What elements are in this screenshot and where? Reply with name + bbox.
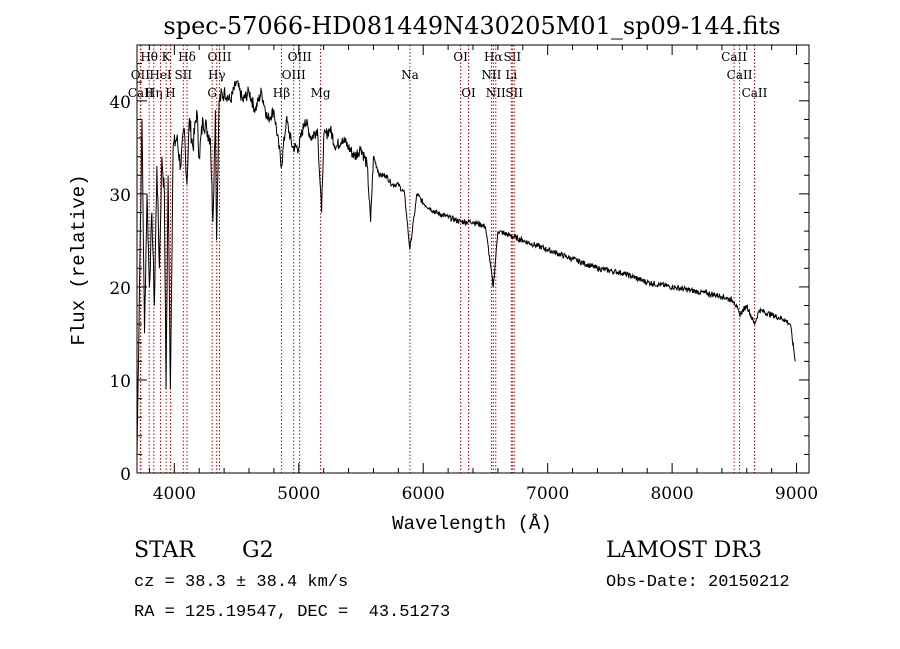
line-label-2: CaII (128, 86, 154, 100)
line-label-27: CaII (742, 86, 768, 100)
x-tick-label: 4000 (153, 484, 196, 504)
redshift-velocity: cz = 38.3 ± 38.4 km/s (134, 573, 349, 592)
y-tick-label: 40 (109, 93, 131, 113)
chart-title: spec-57066-HD081449N430205M01_sp09-144.f… (163, 12, 780, 40)
x-tick-label: 8000 (650, 484, 693, 504)
line-label-20: NII (481, 68, 501, 82)
line-label-3: Hη (145, 86, 163, 100)
line-label-18: OI (461, 86, 476, 100)
observation-date: Obs-Date: 20150212 (606, 573, 790, 592)
line-label-16: Na (401, 68, 419, 82)
line-label-4: HeI (149, 68, 172, 82)
line-label-22: SII (503, 50, 521, 64)
y-axis-label: Flux (relative) (68, 174, 90, 345)
survey-name: LAMOST DR3 (606, 538, 762, 563)
x-tick-label: 5000 (277, 484, 320, 504)
coordinates: RA = 125.19547, DEC = 43.51273 (134, 603, 451, 622)
line-label-5: K (162, 50, 172, 64)
line-label-24: SII (505, 86, 523, 100)
line-label-25: CaII (721, 50, 747, 64)
y-tick-label: 0 (120, 465, 131, 485)
line-label-8: Hδ (178, 50, 196, 64)
plot-frame (136, 44, 810, 474)
line-label-14: OIII (288, 50, 312, 64)
line-label-15: Mg (311, 86, 331, 100)
line-label-13: OIII (282, 68, 306, 82)
line-label-19: Hα (484, 50, 503, 64)
line-label-17: OI (453, 50, 468, 64)
line-label-0: Hθ (140, 50, 158, 64)
y-tick-label: 20 (109, 279, 131, 299)
x-tick-label: 7000 (526, 484, 569, 504)
spectrum-layer (136, 80, 796, 455)
y-tick-label: 10 (109, 372, 131, 392)
line-label-26: CaII (727, 68, 753, 82)
y-tick-label: 30 (109, 186, 131, 206)
x-tick-label: 6000 (402, 484, 445, 504)
line-label-10: Hγ (208, 68, 226, 82)
line-label-1: OII (131, 68, 151, 82)
line-label-11: G (207, 86, 217, 100)
axes-layer: 4000 5000 6000 7000 8000 9000 0 10 20 30 40 (109, 45, 818, 504)
x-tick-label: 9000 (775, 484, 818, 504)
line-label-6: SII (174, 68, 192, 82)
line-label-7: H (165, 86, 175, 100)
spectrum-line (136, 80, 796, 455)
object-type: STAR (134, 538, 195, 563)
line-label-23: Li (505, 68, 517, 82)
x-axis-label: Wavelength (Å) (392, 513, 552, 535)
spectral-subclass: G2 (242, 538, 274, 563)
line-label-9: OIII (207, 50, 231, 64)
line-label-12: Hβ (273, 86, 290, 100)
line-label-21: NII (486, 86, 506, 100)
